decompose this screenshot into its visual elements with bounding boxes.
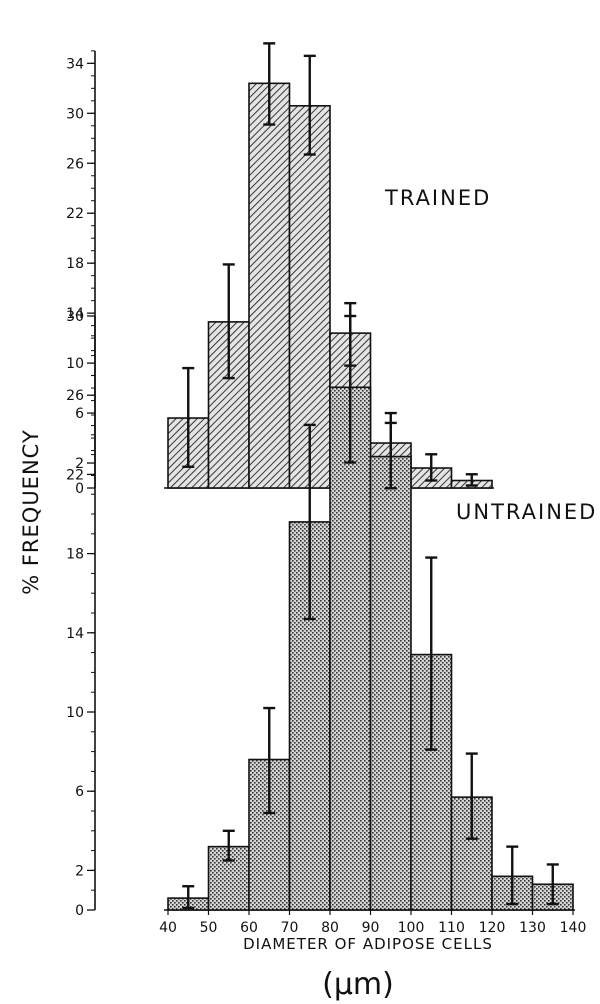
error-bar — [465, 752, 478, 840]
histogram-bar — [369, 455, 412, 911]
x-tick-label: 100 — [398, 920, 425, 936]
x-tick-label: 110 — [438, 920, 465, 936]
error-bar — [303, 54, 316, 156]
x-tick-label: 40 — [159, 920, 177, 936]
error-bar — [182, 366, 195, 468]
y-tick-label: 2 — [75, 456, 84, 472]
y-tick-label: 18 — [66, 547, 84, 563]
error-bar — [263, 42, 276, 126]
error-bar — [263, 706, 276, 815]
x-tick-label: 70 — [281, 920, 299, 936]
x-tick-label: 90 — [362, 920, 380, 936]
y-tick-label: 6 — [75, 784, 84, 800]
error-bar — [465, 473, 478, 487]
x-axis-unit: (μm) — [322, 967, 394, 1002]
y-tick-label: 2 — [75, 863, 84, 879]
x-tick-label: 80 — [321, 920, 339, 936]
x-axis-title: DIAMETER OF ADIPOSE CELLS — [243, 935, 493, 953]
panel-label: TRAINED — [384, 186, 491, 210]
error-bar — [303, 423, 316, 621]
error-bar — [506, 845, 519, 906]
y-tick-label: 0 — [75, 481, 84, 497]
y-tick-label: 18 — [66, 256, 84, 272]
y-tick-label: 10 — [66, 356, 84, 372]
y-tick-label: 34 — [66, 56, 84, 72]
y-tick-label: 14 — [66, 626, 84, 642]
error-bar — [344, 314, 357, 464]
error-bar — [384, 421, 397, 490]
x-tick-label: 120 — [479, 920, 506, 936]
y-tick-label: 30 — [66, 309, 84, 325]
x-tick-label: 50 — [200, 920, 218, 936]
y-tick-label: 26 — [66, 388, 84, 404]
x-tick-label: 60 — [240, 920, 258, 936]
histogram-bar — [329, 386, 372, 911]
y-tick-label: 10 — [66, 705, 84, 721]
histogram-bar — [248, 82, 291, 489]
y-tick-label: 26 — [66, 156, 84, 172]
y-axis-title: % FREQUENCY — [19, 429, 43, 595]
x-tick-label: 130 — [519, 920, 546, 936]
y-tick-label: 22 — [66, 467, 84, 483]
error-bar — [222, 263, 235, 380]
error-bar — [546, 863, 559, 906]
y-tick-label: 0 — [75, 903, 84, 919]
y-tick-label: 22 — [66, 206, 84, 222]
error-bar — [182, 885, 195, 910]
panel-label: UNTRAINED — [456, 500, 597, 524]
x-tick-label: 140 — [560, 920, 587, 936]
error-bar — [222, 829, 235, 862]
error-bar — [425, 556, 438, 751]
error-bar — [425, 453, 438, 482]
y-tick-label: 6 — [75, 406, 84, 422]
y-tick-label: 14 — [66, 306, 84, 322]
y-tick-label: 30 — [66, 106, 84, 122]
